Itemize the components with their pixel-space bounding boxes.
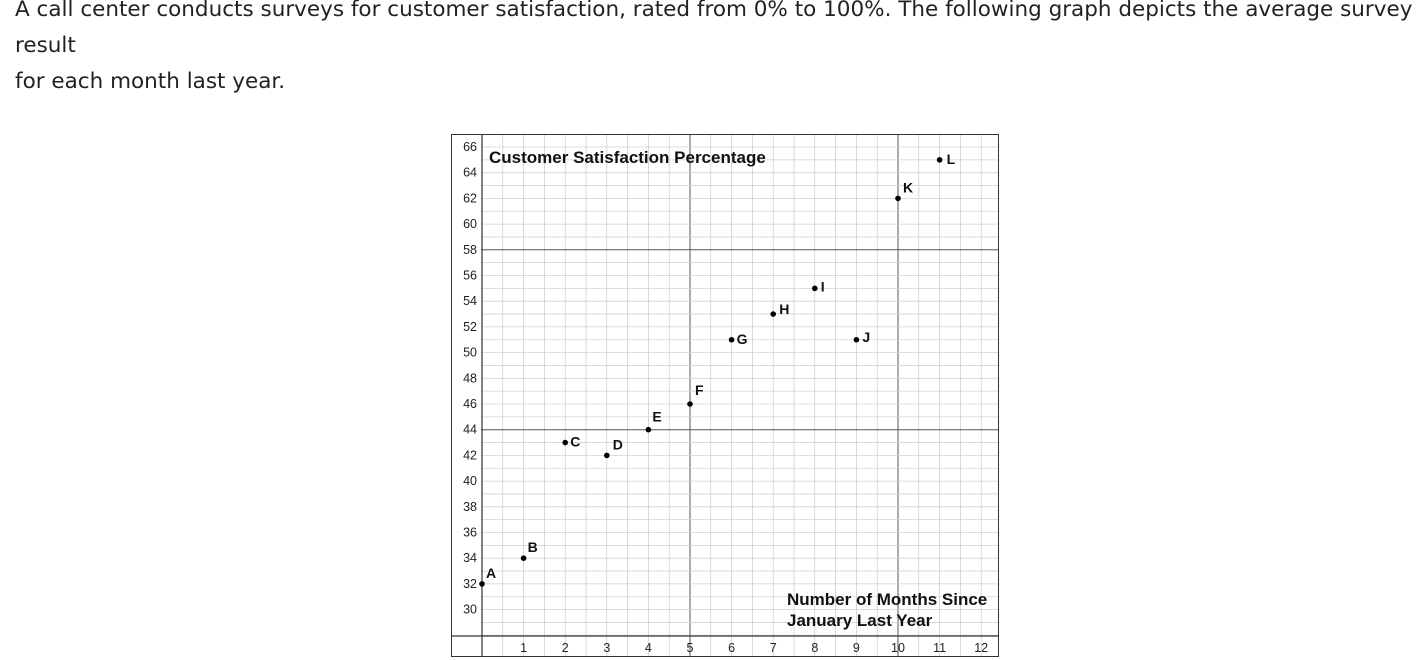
y-tick-label: 50	[463, 346, 477, 360]
data-point-g	[728, 336, 735, 343]
data-point-i	[812, 285, 818, 292]
data-point-f	[687, 401, 693, 407]
y-tick-label: 62	[463, 191, 477, 205]
x-tick-label: 8	[811, 641, 818, 655]
x-tick-label: 6	[728, 641, 735, 655]
x-tick-label: 1	[520, 641, 527, 655]
y-tick-label: 48	[463, 371, 477, 385]
y-tick-label: 46	[463, 397, 477, 411]
data-point-d	[604, 452, 610, 459]
data-point-k	[895, 195, 901, 202]
point-label-j: J	[862, 329, 870, 345]
x-tick-label: 12	[974, 641, 988, 655]
y-tick-label: 64	[463, 166, 477, 180]
point-label-c: C	[570, 434, 580, 450]
y-tick-label: 42	[463, 448, 477, 462]
point-label-b: B	[528, 539, 538, 555]
chart-frame	[451, 134, 999, 657]
chart-grid	[481, 134, 999, 657]
x-tick-label: 9	[853, 641, 860, 655]
point-label-e: E	[652, 409, 661, 425]
point-label-i: I	[821, 278, 825, 294]
data-point-j	[853, 336, 860, 343]
x-tick-label: 3	[603, 641, 610, 655]
y-tick-label: 54	[463, 294, 477, 308]
chart-title: Customer Satisfaction Percentage	[489, 148, 766, 167]
data-point-e	[645, 426, 652, 433]
point-label-d: D	[613, 436, 623, 452]
question-text: A call center conducts surveys for custo…	[15, 0, 1415, 100]
question-line-1: A call center conducts surveys for custo…	[15, 0, 1413, 58]
point-label-h: H	[779, 301, 789, 317]
x-tick-label: 11	[933, 641, 946, 655]
y-tick-label: 66	[463, 140, 477, 154]
data-point-c	[562, 439, 568, 446]
chart-border	[451, 134, 999, 657]
y-tick-label: 36	[463, 526, 477, 540]
data-point-l	[936, 157, 943, 163]
x-tick-label: 4	[645, 641, 652, 655]
point-label-g: G	[737, 331, 748, 347]
point-label-f: F	[695, 382, 704, 398]
y-tick-label: 40	[463, 474, 477, 488]
y-tick-label: 32	[463, 577, 477, 591]
data-point-b	[520, 555, 527, 561]
question-line-2: for each month last year.	[15, 69, 286, 94]
y-tick-label: 52	[463, 320, 477, 334]
y-tick-label: 30	[463, 603, 477, 617]
x-tick-label: 2	[562, 641, 569, 655]
point-label-k: K	[903, 179, 913, 195]
y-tick-label: 38	[463, 500, 477, 514]
y-tick-label: 58	[463, 243, 477, 257]
y-tick-label: 56	[463, 269, 477, 283]
x-tick-label: 5	[687, 641, 694, 655]
y-tick-label: 34	[463, 551, 477, 565]
y-tick-label: 44	[463, 423, 477, 437]
data-point-h	[770, 311, 776, 317]
point-label-a: A	[486, 565, 496, 581]
x-axis-title-line-1: Number of Months Since	[787, 590, 987, 609]
data-point-a	[479, 581, 485, 587]
x-axis-title-line-2: January Last Year	[787, 611, 933, 630]
x-tick-label: 7	[770, 641, 777, 655]
y-tick-label: 60	[463, 217, 477, 231]
x-tick-label: 10	[891, 641, 905, 655]
chart-points: A B C D E F G H I J K L	[479, 151, 956, 587]
point-label-l: L	[947, 151, 956, 167]
